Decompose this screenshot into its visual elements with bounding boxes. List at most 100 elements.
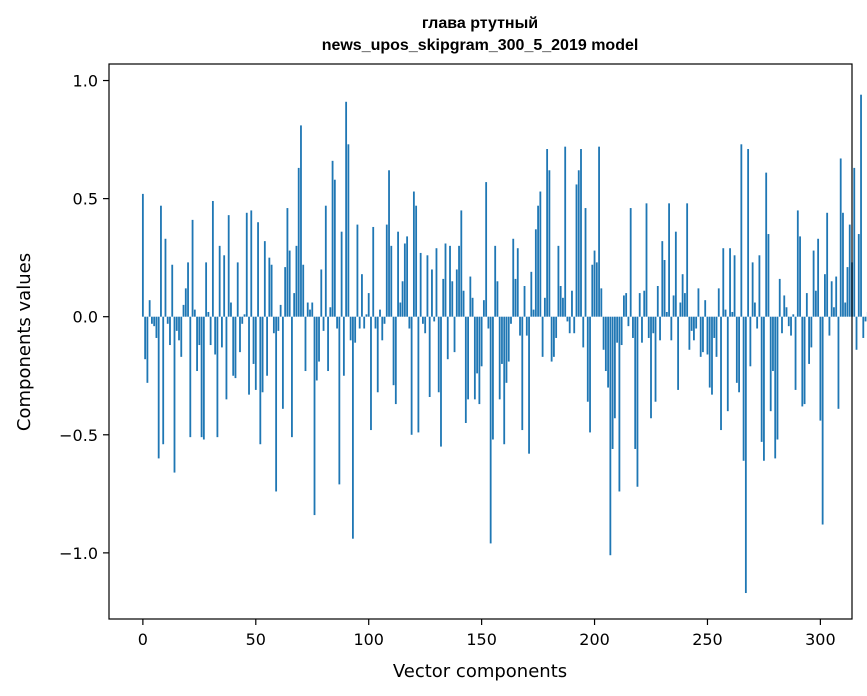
bar-component-192 xyxy=(575,184,578,317)
bar-component-133 xyxy=(442,278,445,317)
bar-component-101 xyxy=(370,316,372,431)
bar-component-116 xyxy=(403,243,406,317)
bar-component-183 xyxy=(555,316,558,338)
bar-component-74 xyxy=(309,309,311,317)
y-axis-ticks: −1.0 −0.5 0.0 0.5 1.0 xyxy=(59,72,109,563)
bar-component-34 xyxy=(218,245,221,317)
bar-component-71 xyxy=(302,264,305,317)
bar-component-236 xyxy=(674,231,677,317)
bar-component-179 xyxy=(546,149,549,317)
bar-component-262 xyxy=(733,255,736,317)
bar-component-303 xyxy=(826,212,829,317)
bar-component-178 xyxy=(543,297,546,317)
bar-component-309 xyxy=(839,158,842,317)
bar-component-281 xyxy=(776,316,779,440)
bar-component-237 xyxy=(677,316,680,390)
bar-component-121 xyxy=(415,205,418,317)
bar-component-151 xyxy=(482,300,485,317)
bar-component-310 xyxy=(842,212,844,317)
bar-component-58 xyxy=(272,316,275,334)
bar-component-88 xyxy=(340,231,343,317)
bar-component-248 xyxy=(702,316,704,353)
bar-component-152 xyxy=(485,182,488,317)
bar-component-304 xyxy=(828,316,831,336)
bar-component-307 xyxy=(835,276,838,317)
bar-component-149 xyxy=(478,316,481,405)
bar-component-39 xyxy=(230,302,232,317)
bar-component-181 xyxy=(550,316,553,362)
bar-component-194 xyxy=(580,149,582,317)
bar-component-9 xyxy=(162,316,165,445)
bar-component-54 xyxy=(263,241,266,317)
bar-series xyxy=(141,94,867,594)
bar-component-4 xyxy=(151,316,153,324)
bar-component-239 xyxy=(681,274,684,317)
bar-component-61 xyxy=(279,304,282,317)
bar-component-306 xyxy=(833,307,835,317)
bar-component-144 xyxy=(467,316,469,400)
bar-component-238 xyxy=(679,302,682,317)
bar-component-228 xyxy=(656,286,659,317)
bar-component-155 xyxy=(492,316,494,440)
bar-component-220 xyxy=(638,293,641,317)
bar-component-198 xyxy=(589,316,591,433)
bar-component-313 xyxy=(848,224,851,317)
bar-component-300 xyxy=(819,316,822,421)
bar-component-210 xyxy=(616,316,619,343)
bar-component-36 xyxy=(223,255,226,317)
bar-component-174 xyxy=(534,229,537,317)
bar-component-117 xyxy=(406,236,409,317)
bar-component-244 xyxy=(693,316,695,341)
x-tick-label: 300 xyxy=(805,630,836,649)
bar-component-251 xyxy=(708,316,711,388)
bar-component-47 xyxy=(248,316,250,395)
bar-component-264 xyxy=(738,316,740,393)
bar-component-95 xyxy=(356,224,359,317)
bar-component-67 xyxy=(293,293,296,317)
x-tick-label: 100 xyxy=(353,630,384,649)
bar-component-243 xyxy=(690,316,693,331)
bar-component-259 xyxy=(726,316,729,412)
bar-component-148 xyxy=(476,316,479,374)
bar-component-279 xyxy=(772,316,774,372)
bar-component-275 xyxy=(763,316,765,461)
bar-component-83 xyxy=(329,307,332,317)
bar-component-3 xyxy=(148,300,151,317)
bar-component-232 xyxy=(665,311,668,317)
bar-component-311 xyxy=(844,302,847,317)
bar-component-158 xyxy=(498,316,501,400)
bar-component-125 xyxy=(424,316,427,334)
bar-component-216 xyxy=(629,208,632,317)
bar-component-188 xyxy=(566,316,569,322)
bar-component-72 xyxy=(304,316,307,372)
bar-component-29 xyxy=(207,311,210,317)
bar-component-290 xyxy=(796,210,799,317)
bar-component-250 xyxy=(706,316,709,355)
bar-component-271 xyxy=(753,302,756,317)
bar-component-296 xyxy=(810,316,813,348)
bar-component-87 xyxy=(338,316,341,485)
x-axis-ticks: 0 50 100 150 200 250 300 xyxy=(138,619,836,649)
bar-component-102 xyxy=(372,226,375,317)
bar-component-253 xyxy=(713,316,716,338)
bar-component-170 xyxy=(525,316,528,336)
bar-component-141 xyxy=(460,210,463,317)
bar-component-112 xyxy=(394,316,397,405)
bar-component-135 xyxy=(446,316,449,360)
bar-component-69 xyxy=(297,167,300,317)
bar-component-214 xyxy=(625,293,628,317)
bar-component-21 xyxy=(189,316,192,438)
bar-component-319 xyxy=(862,316,865,338)
y-axis-label: Components values xyxy=(14,253,35,431)
bar-component-59 xyxy=(275,316,278,492)
bar-component-254 xyxy=(715,316,718,357)
bar-component-165 xyxy=(514,278,517,317)
bar-component-199 xyxy=(591,264,594,317)
bar-component-109 xyxy=(388,170,390,317)
bar-component-33 xyxy=(216,316,219,438)
bar-component-49 xyxy=(252,316,255,364)
bar-component-242 xyxy=(688,316,691,350)
bar-component-168 xyxy=(521,316,524,431)
bar-component-115 xyxy=(401,281,404,317)
bar-component-277 xyxy=(767,234,770,317)
